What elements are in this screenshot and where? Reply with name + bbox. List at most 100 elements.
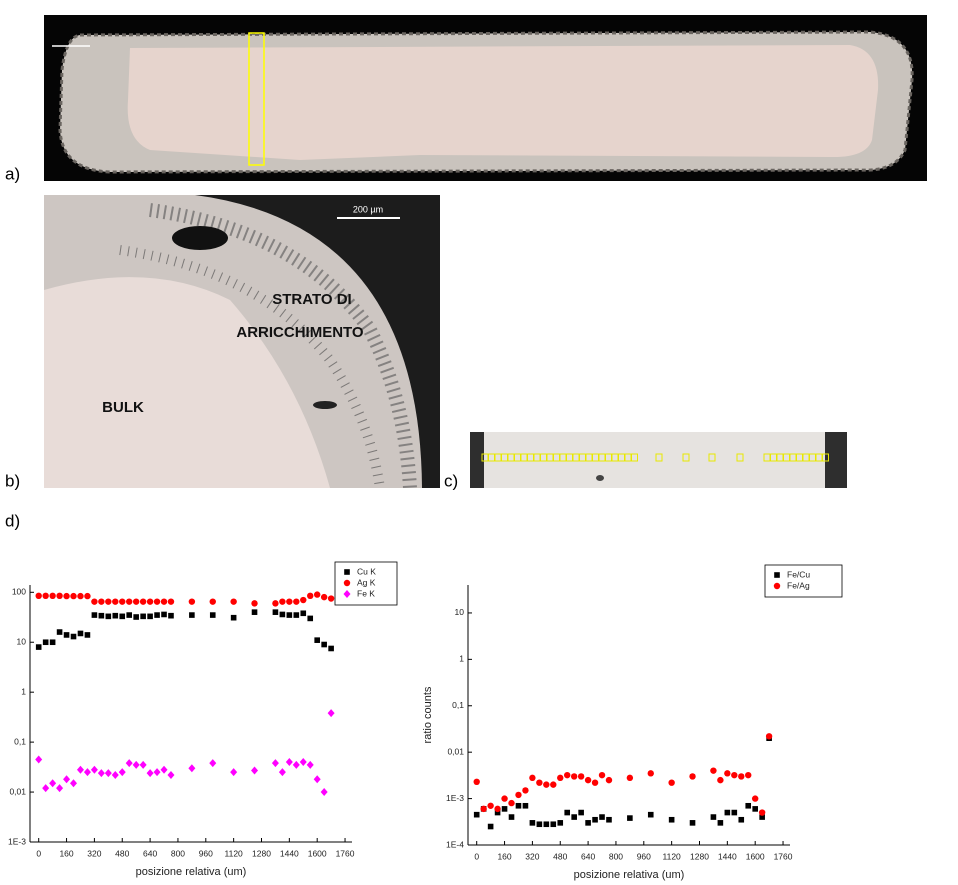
x-tick-label: 0	[36, 848, 41, 858]
marker	[85, 632, 91, 638]
marker	[564, 810, 570, 816]
x-tick-label: 1760	[336, 848, 355, 858]
marker	[106, 614, 112, 620]
marker	[759, 809, 765, 815]
marker	[84, 593, 90, 599]
panel-label: a)	[5, 164, 20, 183]
marker	[50, 639, 56, 645]
y-tick-label: 1E-3	[446, 793, 464, 803]
marker	[294, 612, 300, 618]
marker	[627, 775, 633, 781]
marker	[599, 772, 605, 778]
panel-label: c)	[444, 471, 458, 490]
marker	[210, 612, 216, 618]
marker	[36, 593, 42, 599]
x-tick-label: 320	[87, 848, 101, 858]
marker	[307, 616, 313, 622]
marker	[717, 777, 723, 783]
marker	[571, 814, 577, 820]
marker	[550, 781, 556, 787]
marker	[321, 642, 327, 648]
x-tick-label: 480	[115, 848, 129, 858]
x-axis-label: posizione relativa (um)	[574, 869, 685, 881]
marker	[209, 759, 216, 767]
x-tick-label: 1280	[252, 848, 271, 858]
marker	[77, 593, 83, 599]
x-tick-label: 480	[553, 851, 567, 861]
y-tick-label: 1	[21, 686, 26, 696]
marker	[571, 773, 577, 779]
marker	[231, 615, 237, 621]
marker	[752, 795, 758, 801]
marker	[189, 598, 195, 604]
marker	[710, 767, 716, 773]
marker	[578, 810, 584, 816]
x-tick-label: 1280	[690, 851, 709, 861]
marker	[522, 787, 528, 793]
marker	[745, 803, 751, 809]
x-tick-label: 640	[581, 851, 595, 861]
defect	[172, 226, 228, 250]
marker	[509, 814, 515, 820]
marker	[43, 639, 49, 645]
marker	[599, 814, 605, 820]
marker	[57, 629, 63, 635]
marker	[161, 598, 167, 604]
marker	[321, 788, 328, 796]
marker	[501, 795, 507, 801]
marker	[71, 634, 77, 640]
marker	[314, 775, 321, 783]
legend-marker	[344, 580, 350, 586]
marker	[126, 759, 133, 767]
legend-label: Fe K	[357, 588, 375, 598]
marker	[272, 600, 278, 606]
marker	[328, 595, 334, 601]
marker	[293, 598, 299, 604]
marker	[119, 768, 126, 776]
marker	[63, 775, 70, 783]
marker	[529, 775, 535, 781]
marker	[731, 772, 737, 778]
x-tick-label: 1440	[280, 848, 299, 858]
marker	[147, 769, 154, 777]
marker	[189, 612, 195, 618]
x-tick-label: 800	[171, 848, 185, 858]
marker	[328, 646, 334, 652]
marker	[42, 784, 49, 792]
marker	[530, 820, 536, 826]
marker	[252, 609, 258, 615]
x-tick-label: 1600	[308, 848, 327, 858]
marker	[718, 820, 724, 826]
marker	[112, 613, 118, 619]
x-tick-label: 160	[497, 851, 511, 861]
marker	[300, 758, 307, 766]
marker	[668, 779, 674, 785]
marker	[133, 614, 139, 620]
x-tick-label: 1440	[718, 851, 737, 861]
marker	[154, 612, 160, 618]
marker	[36, 644, 42, 650]
marker	[154, 768, 161, 776]
y-tick-label: 1	[459, 654, 464, 664]
x-tick-label: 0	[474, 851, 479, 861]
marker	[474, 779, 480, 785]
marker	[147, 598, 153, 604]
marker	[280, 612, 286, 618]
marker	[251, 600, 257, 606]
marker	[578, 773, 584, 779]
sample-bulk	[128, 45, 878, 160]
marker	[328, 709, 335, 717]
marker	[300, 610, 306, 616]
marker	[321, 594, 327, 600]
x-axis-label: posizione relativa (um)	[136, 866, 247, 878]
x-tick-label: 800	[609, 851, 623, 861]
y-tick-label: 0,1	[14, 736, 26, 746]
marker	[487, 803, 493, 809]
marker	[314, 637, 320, 643]
marker	[738, 773, 744, 779]
marker	[592, 817, 598, 823]
marker	[119, 614, 125, 620]
y-tick-label: 10	[17, 636, 27, 646]
defect	[596, 475, 604, 481]
y-tick-label: 1E-4	[446, 839, 464, 849]
